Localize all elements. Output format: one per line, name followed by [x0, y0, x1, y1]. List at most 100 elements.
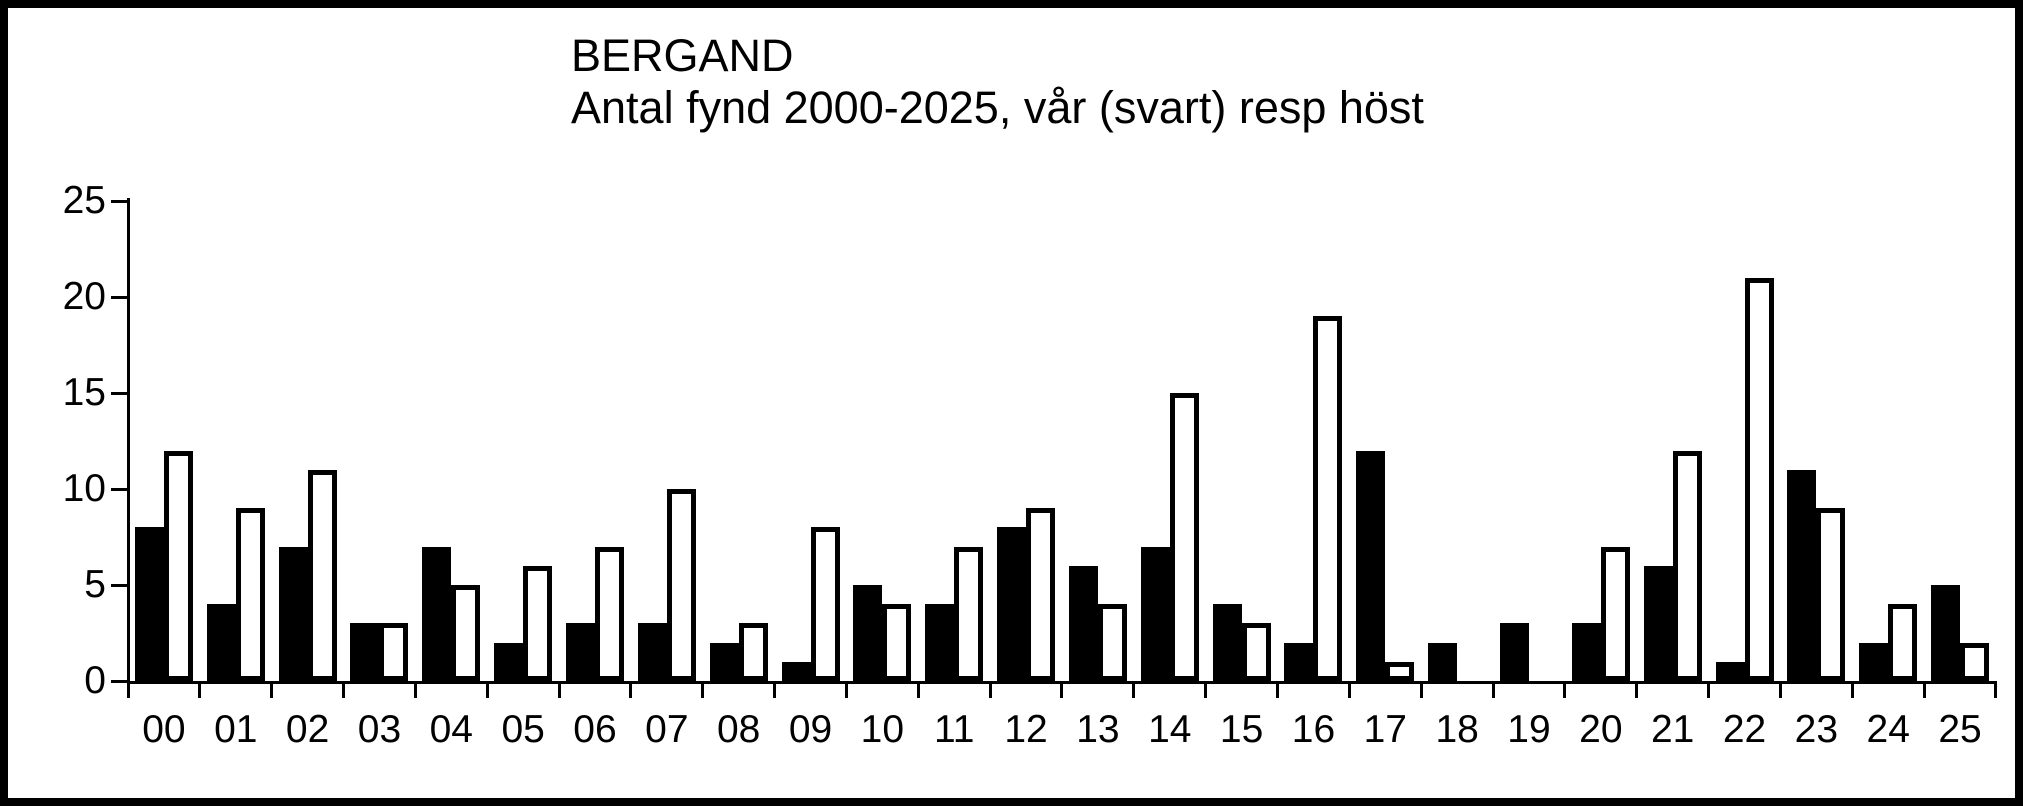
bar-var-25 [1931, 585, 1961, 681]
bar-var-14 [1140, 546, 1170, 681]
x-tick-label-03: 03 [357, 708, 402, 751]
x-tick-label-11: 11 [933, 708, 975, 751]
x-tick-label-21: 21 [1650, 708, 1695, 751]
x-tick [1635, 684, 1639, 698]
x-tick [1204, 684, 1208, 698]
x-tick [988, 684, 992, 698]
y-tick [111, 487, 128, 491]
bar-var-05 [494, 642, 524, 681]
bar-host-12 [1026, 508, 1056, 681]
bar-host-05 [523, 565, 553, 681]
y-tick-label: 0 [84, 659, 106, 702]
bar-host-14 [1169, 393, 1199, 681]
x-tick [629, 684, 633, 698]
x-tick [557, 684, 561, 698]
bar-host-11 [954, 546, 984, 681]
bar-host-23 [1816, 508, 1846, 681]
chart-title: BERGAND [571, 30, 794, 81]
x-tick-label-17: 17 [1363, 708, 1407, 751]
x-tick [844, 684, 848, 698]
bar-var-03 [350, 623, 380, 681]
bar-var-08 [709, 642, 739, 681]
bar-var-04 [422, 546, 452, 681]
bar-var-10 [853, 585, 883, 681]
x-tick [342, 684, 346, 698]
bar-host-16 [1313, 316, 1343, 681]
bar-host-09 [810, 527, 840, 681]
bar-var-02 [278, 546, 308, 681]
x-tick-label-10: 10 [860, 708, 905, 751]
y-tick-label: 20 [62, 275, 106, 318]
bar-var-00 [134, 527, 164, 681]
bar-var-19 [1499, 623, 1529, 681]
x-tick [916, 684, 920, 698]
x-tick-label-23: 23 [1794, 708, 1839, 751]
x-tick-label-12: 12 [1004, 708, 1048, 751]
bar-host-25 [1960, 642, 1990, 681]
x-tick-label-25: 25 [1938, 708, 1982, 751]
bar-host-00 [163, 450, 193, 681]
bar-var-23 [1787, 469, 1817, 681]
x-tick [485, 684, 489, 698]
x-tick-label-13: 13 [1076, 708, 1120, 751]
bar-var-17 [1356, 450, 1386, 681]
x-tick [1563, 684, 1567, 698]
x-tick-label-22: 22 [1722, 708, 1767, 751]
x-tick [701, 684, 705, 698]
x-tick [1994, 684, 1998, 698]
x-tick-label-15: 15 [1219, 708, 1264, 751]
bar-host-10 [882, 604, 912, 681]
bar-host-07 [666, 489, 696, 681]
x-tick [773, 684, 777, 698]
x-tick-label-06: 06 [573, 708, 617, 751]
x-tick [126, 684, 130, 698]
bar-var-13 [1068, 565, 1098, 681]
x-tick [1778, 684, 1782, 698]
x-tick [1707, 684, 1711, 698]
x-tick [1060, 684, 1064, 698]
bar-host-13 [1097, 604, 1127, 681]
x-axis-line [126, 681, 1998, 684]
x-tick [1276, 684, 1280, 698]
x-tick-label-16: 16 [1291, 708, 1336, 751]
bar-host-08 [738, 623, 768, 681]
y-tick [111, 391, 128, 395]
bar-var-18 [1428, 642, 1458, 681]
bar-var-24 [1859, 642, 1889, 681]
bar-var-21 [1643, 565, 1673, 681]
x-tick [413, 684, 417, 698]
x-tick-label-01: 01 [214, 708, 258, 751]
bar-var-07 [637, 623, 667, 681]
x-tick-label-05: 05 [501, 708, 545, 751]
bar-host-02 [307, 469, 337, 681]
x-tick [1491, 684, 1495, 698]
x-tick-label-14: 14 [1148, 708, 1192, 751]
y-tick-label: 10 [62, 467, 106, 510]
x-tick [1419, 684, 1423, 698]
x-tick-label-04: 04 [429, 708, 473, 751]
bar-var-01 [206, 604, 236, 681]
y-tick [111, 295, 128, 299]
bar-host-01 [235, 508, 265, 681]
chart-title-block: BERGAND Antal fynd 2000-2025, vår (svart… [571, 30, 1424, 134]
x-tick-label-24: 24 [1866, 708, 1910, 751]
bar-host-04 [451, 585, 481, 681]
x-tick-label-19: 19 [1507, 708, 1551, 751]
bar-var-11 [925, 604, 955, 681]
bar-var-15 [1212, 604, 1242, 681]
x-tick-label-08: 08 [716, 708, 761, 751]
bar-var-09 [781, 661, 811, 681]
bar-var-06 [565, 623, 595, 681]
bar-host-17 [1385, 661, 1415, 681]
x-tick-label-02: 02 [285, 708, 330, 751]
plot-area: 0 5 10 15 20 25 00 01 02 03 04 05 06 07 08 09 10 11 12 13 14… [8, 8, 2015, 798]
bar-host-22 [1744, 277, 1774, 681]
x-tick-label-07: 07 [645, 708, 689, 751]
y-tick [111, 679, 128, 683]
x-tick-label-00: 00 [142, 708, 186, 751]
bar-host-06 [594, 546, 624, 681]
y-tick [111, 583, 128, 587]
bar-var-12 [997, 527, 1027, 681]
y-tick-label: 5 [84, 563, 106, 606]
